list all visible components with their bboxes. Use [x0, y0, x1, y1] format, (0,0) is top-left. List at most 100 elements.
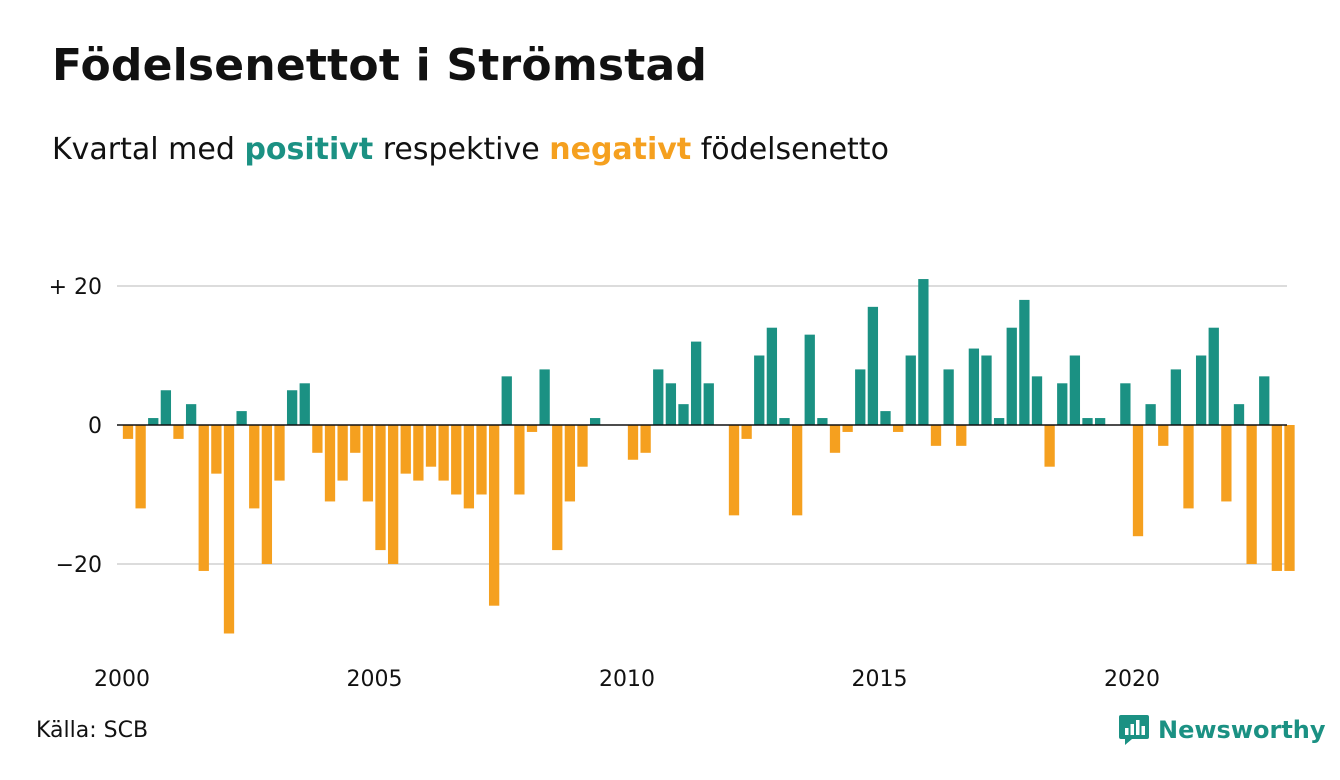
bar-negative [387, 425, 399, 564]
bar-negative [173, 425, 184, 439]
bar-negative [198, 425, 209, 571]
bar-negative [413, 425, 424, 481]
brand-name: Newsworthy [1158, 716, 1326, 744]
bar-negative [122, 425, 134, 439]
bar-negative [1132, 425, 1144, 537]
bar-positive [981, 355, 992, 425]
bar-positive [855, 369, 866, 425]
bar-negative [211, 425, 222, 474]
newsworthy-logo-icon [1119, 715, 1149, 745]
bar-positive [880, 411, 891, 425]
bar-positive [1259, 376, 1270, 425]
bar-negative [375, 425, 386, 551]
bar-positive [1057, 383, 1068, 425]
bar-positive [653, 369, 664, 425]
bar-negative [135, 425, 146, 509]
bar-negative [223, 425, 235, 634]
bar-negative [451, 425, 462, 495]
subtitle-negative-word: negativt [549, 132, 692, 167]
x-tick-label: 2000 [94, 667, 150, 692]
x-tick-label: 2010 [599, 667, 655, 692]
subtitle-middle: respektive [382, 132, 540, 167]
bar-negative [438, 425, 449, 481]
bar-negative [930, 425, 942, 446]
bar-positive [665, 383, 677, 425]
subtitle-end: födelsenetto [700, 132, 889, 167]
subtitle-positive-word: positivt [244, 132, 374, 167]
bar-negative [1158, 425, 1169, 446]
y-tick-label: 0 [88, 414, 102, 439]
bar-positive [804, 334, 815, 425]
bar-negative [1044, 425, 1055, 467]
bar-positive [867, 306, 879, 425]
bar-negative [564, 425, 576, 502]
bar-positive [501, 376, 512, 425]
bar-negative [463, 425, 475, 509]
bar-positive [1006, 327, 1017, 425]
subtitle-start: Kvartal med [52, 132, 235, 167]
bar-negative [728, 425, 740, 516]
bar-positive [1145, 404, 1156, 425]
chart-title: Födelsenettot i Strömstad [52, 40, 708, 91]
source-note: Källa: SCB [36, 718, 149, 743]
bar-negative [829, 425, 841, 453]
bar-negative [324, 425, 336, 502]
bar-positive [779, 418, 790, 425]
bar-negative [400, 425, 411, 474]
bar-positive [1195, 355, 1207, 425]
bar-positive [148, 418, 159, 425]
bar-negative [1183, 425, 1194, 509]
bar-negative [956, 425, 967, 446]
bar-negative [312, 425, 323, 453]
bar-negative [791, 425, 803, 516]
bar-positive [766, 327, 778, 425]
chart-subtitle: Kvartal med positivt respektive negativt… [52, 132, 889, 167]
bar-negative [274, 425, 285, 481]
bar-positive [185, 404, 197, 425]
brand-logo: Newsworthy [1118, 712, 1326, 748]
bar-negative [627, 425, 639, 460]
bar-negative [488, 425, 500, 606]
bar-negative [552, 425, 563, 551]
bar-positive [968, 348, 980, 425]
bar-negative [337, 425, 348, 481]
bar-positive [943, 369, 954, 425]
bar-negative [362, 425, 374, 502]
x-tick-label: 2015 [852, 667, 908, 692]
bar-positive [286, 390, 298, 425]
bar-positive [1233, 404, 1245, 425]
bar-negative [261, 425, 273, 564]
bar-negative [514, 425, 525, 495]
bar-negative [892, 425, 904, 432]
bar-positive [160, 390, 172, 425]
bar-positive [299, 383, 310, 425]
bar-positive [1208, 327, 1219, 425]
bar-positive [1170, 369, 1182, 425]
bar-positive [817, 418, 828, 425]
bar-positive [918, 279, 929, 425]
bar-positive [690, 341, 702, 425]
bar-negative [640, 425, 651, 453]
bar-positive [1094, 418, 1106, 425]
bar-negative [1246, 425, 1257, 564]
bar-positive [678, 404, 689, 425]
bar-positive [905, 355, 916, 425]
bar-positive [1120, 383, 1131, 425]
bar-positive [589, 418, 601, 425]
bar-positive [754, 355, 765, 425]
x-tick-label: 2005 [347, 667, 403, 692]
bar-positive [1031, 376, 1043, 425]
bar-negative [526, 425, 538, 432]
bar-negative [425, 425, 437, 467]
bar-negative [842, 425, 853, 432]
bar-positive [539, 369, 550, 425]
bar-chart: + 20 0 −20 2000 2005 2010 2015 2020 [49, 275, 1295, 692]
y-tick-label: −20 [56, 553, 102, 578]
y-tick-label: + 20 [49, 275, 102, 300]
bar-negative [741, 425, 752, 439]
bar-negative [577, 425, 588, 467]
bar-negative [1271, 425, 1283, 571]
bar-positive [1019, 299, 1030, 425]
bar-negative [476, 425, 487, 495]
x-tick-label: 2020 [1104, 667, 1160, 692]
